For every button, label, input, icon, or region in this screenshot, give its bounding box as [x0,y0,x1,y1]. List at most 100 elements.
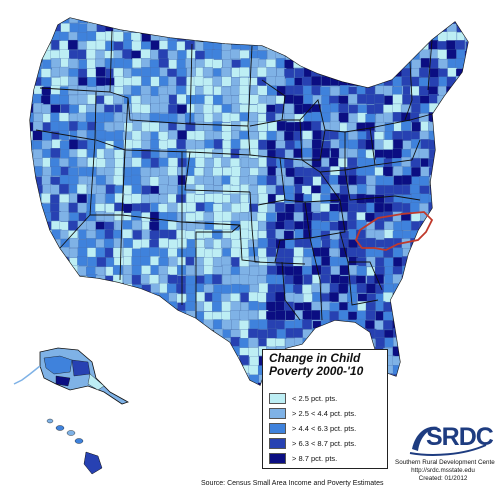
county-cell [402,383,413,385]
county-cell [465,230,468,241]
county-cell [68,49,79,60]
county-cell [392,31,403,42]
county-cell [149,373,160,384]
county-cell [59,40,70,51]
credit-date: Created: 01/2012 [418,475,468,482]
county-cell [347,22,358,32]
county-cell [159,328,170,339]
county-cell [141,94,152,105]
county-cell [348,203,359,213]
county-cell [86,166,97,177]
county-cell [248,158,259,169]
county-cell [375,18,386,24]
county-cell [312,18,323,24]
county-cell [60,337,71,348]
county-cell [105,31,115,41]
county-cell [464,310,468,321]
county-cell [330,239,340,250]
county-cell [60,319,71,330]
county-cell [86,220,97,231]
county-cell [438,221,448,232]
county-cell [177,329,188,339]
county-cell [30,167,34,178]
county-cell [266,130,277,141]
county-cell [131,265,142,276]
county-cell [285,31,295,42]
county-cell [122,292,133,303]
county-cell [437,49,448,60]
county-cell [365,22,376,33]
county-cell [456,382,467,385]
county-cell [302,147,313,158]
county-cell [247,310,258,320]
county-cell [347,319,358,330]
county-cell [393,337,404,348]
county-cell [95,193,106,204]
county-cell [150,139,161,150]
county-cell [266,212,276,223]
county-cell [95,18,106,25]
county-cell [393,41,404,52]
county-cell [185,355,196,365]
county-cell [464,175,468,186]
county-cell [338,103,349,114]
county-cell [204,373,215,384]
county-cell [131,157,142,168]
county-cell [266,265,277,276]
county-cell [33,383,44,385]
county-cell [230,247,241,258]
county-cell [167,148,178,158]
county-cell [95,284,106,295]
county-cell [112,274,123,285]
county-cell [42,212,53,223]
county-cell [456,49,467,60]
county-cell [159,76,169,86]
county-cell [158,18,169,24]
county-cell [238,94,249,105]
county-cell [32,203,43,214]
county-cell [339,85,350,96]
county-cell [112,337,123,348]
county-cell [230,193,240,204]
county-cell [366,175,376,186]
county-cell [293,41,303,52]
county-cell [195,157,205,168]
county-cell [86,58,97,69]
county-cell [257,329,268,340]
legend-swatch [269,393,286,404]
county-cell [30,355,33,366]
county-cell [42,275,53,286]
county-cell [401,49,412,60]
county-cell [383,203,394,213]
county-cell [302,202,313,213]
county-cell [95,66,106,77]
county-cell [330,86,340,97]
county-cell [105,374,116,385]
county-cell [213,211,224,222]
county-cell [32,292,43,303]
county-cell [86,211,96,222]
county-cell [438,266,449,277]
county-cell [95,302,106,313]
county-cell [194,130,205,141]
county-cell [302,167,313,178]
county-cell [32,319,43,330]
county-cell [410,347,421,358]
county-cell [77,265,88,276]
county-cell [168,104,179,115]
county-cell [447,374,458,385]
county-cell [131,382,142,385]
county-cell [42,18,53,24]
county-cell [239,22,250,33]
county-cell [113,320,123,331]
county-cell [446,18,457,25]
county-cell [185,58,196,69]
county-cell [195,329,206,340]
county-cell [59,327,70,338]
county-cell [239,274,250,285]
county-cell [464,337,468,348]
county-cell [31,257,42,268]
county-cell [41,383,52,385]
county-cell [33,149,43,159]
county-cell [141,140,152,151]
